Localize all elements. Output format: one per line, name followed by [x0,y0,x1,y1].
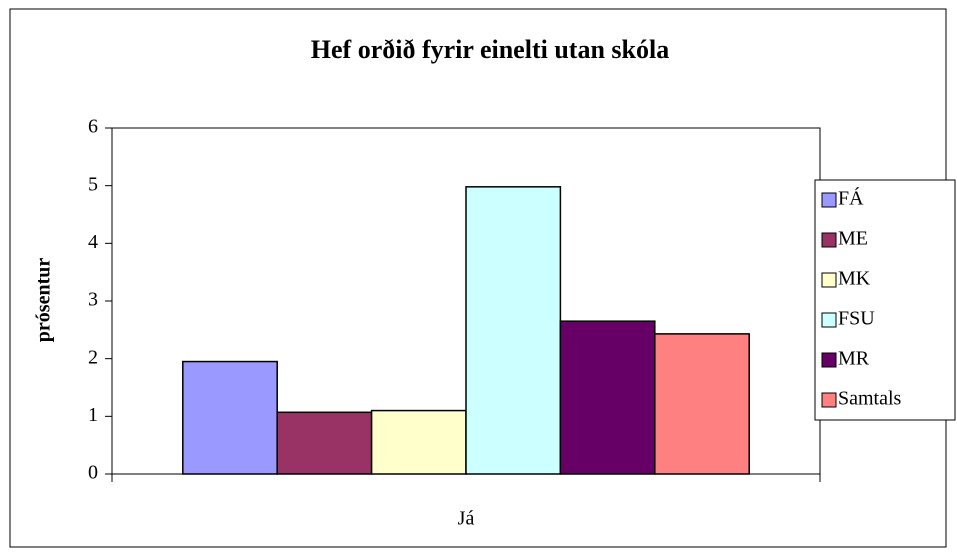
legend-swatch [821,272,837,288]
y-tick-label: 5 [88,173,98,195]
bar [370,409,467,475]
legend-swatch [821,232,837,248]
y-axis-label: prósentur [33,258,55,343]
y-tick-label: 6 [88,116,98,138]
chart-title: Hef orðið fyrir einelti utan skóla [311,35,669,64]
bar [654,333,750,475]
legend-swatch [821,192,837,208]
x-tick-label: Já [458,508,475,530]
legend-label: ME [838,228,868,250]
legend-swatch [821,392,837,408]
bar [182,360,278,475]
y-tick-label: 1 [88,404,98,426]
legend-label: MK [838,268,871,290]
legend-label: Samtals [838,388,902,410]
y-tick-label: 3 [88,289,98,311]
bar [465,186,562,475]
legend-label: FÁ [838,187,864,210]
legend-swatch [821,352,837,368]
legend-label: MR [838,348,870,370]
y-tick-label: 4 [88,231,98,253]
bar [559,320,656,475]
y-tick-label: 2 [88,346,98,368]
legend [814,179,956,421]
y-tick-label: 0 [88,462,98,484]
bar [276,411,373,475]
legend-swatch [821,312,837,328]
legend-label: FSU [838,308,875,330]
